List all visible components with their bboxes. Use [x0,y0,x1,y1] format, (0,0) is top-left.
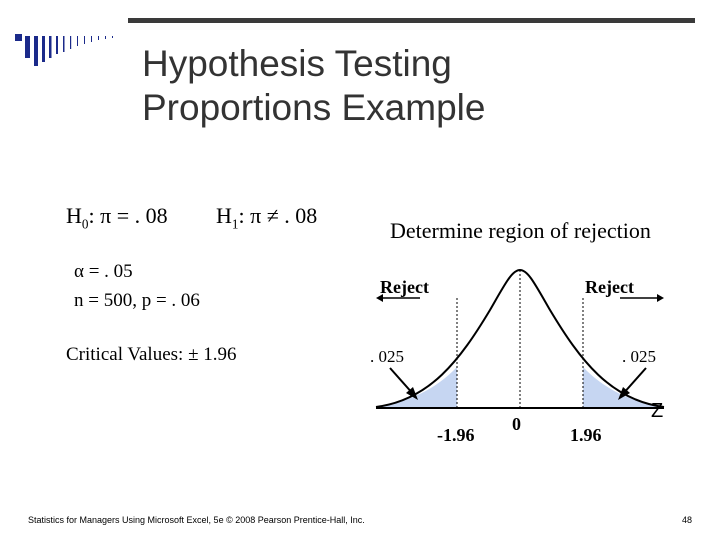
decorative-bars [15,34,113,66]
slide-title: Hypothesis Testing Proportions Example [142,42,485,130]
tick-neg-critical: -1.96 [437,425,475,445]
alpha-value: α = . 05 [74,261,133,282]
page-number: 48 [682,515,693,525]
right-tail-prob: . 025 [622,347,656,366]
footer-citation: Statistics for Managers Using Microsoft … [28,515,365,525]
top-rule [128,18,695,23]
title-line-2: Proportions Example [142,87,486,128]
alt-hypothesis: H1: π ≠ . 08 [216,203,318,232]
title-line-1: Hypothesis Testing [142,43,452,84]
reject-right-label: Reject [585,277,634,297]
sample-size: n = 500, p = . 06 [74,290,200,311]
critical-values: Critical Values: ± 1.96 [66,344,237,365]
left-tail-area [376,367,457,407]
tick-zero: 0 [512,414,521,434]
right-tail-area [583,367,664,407]
reject-left-label: Reject [380,277,429,297]
null-hypothesis: H0: π = . 08 [66,203,168,232]
axis-variable: Z [651,400,664,422]
region-title: Determine region of rejection [390,218,651,243]
tick-pos-critical: 1.96 [570,425,602,445]
left-tail-prob: . 025 [370,347,404,366]
